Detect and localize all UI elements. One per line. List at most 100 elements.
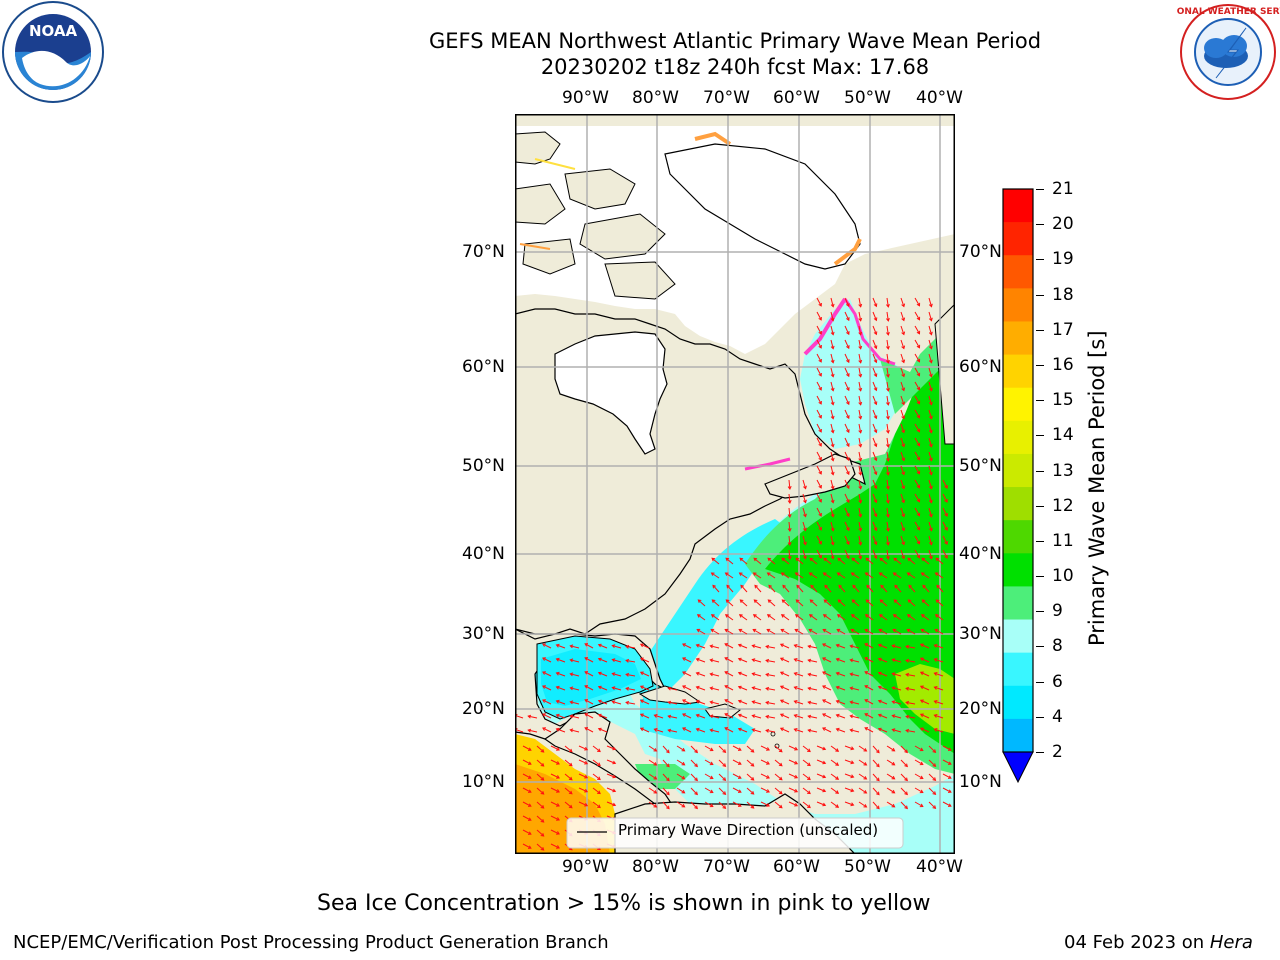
wave-direction-arrowhead: [919, 803, 924, 808]
wave-direction-arrow: [696, 644, 706, 649]
colorbar-tick-label: 8: [1052, 636, 1063, 657]
lon-label-top: 90°W: [562, 88, 609, 108]
wave-direction-arrowhead: [835, 776, 840, 780]
wave-direction-arrowhead: [864, 614, 869, 618]
wave-direction-arrowhead: [597, 762, 601, 767]
wave-direction-arrow: [556, 658, 566, 663]
wave-direction-arrow: [886, 325, 889, 335]
wave-direction-arrow: [914, 787, 924, 793]
wave-direction-arrowhead: [944, 554, 948, 559]
wave-direction-arrowhead: [625, 672, 630, 677]
wave-direction-arrowhead: [928, 303, 933, 308]
wave-direction-arrowhead: [934, 572, 939, 576]
wave-direction-arrowhead: [737, 775, 742, 779]
wave-direction-arrow: [711, 599, 720, 607]
wave-direction-arrow: [900, 339, 905, 349]
wave-direction-arrowhead: [653, 728, 658, 732]
wave-direction-arrow: [760, 773, 770, 779]
colorbar-tick-label: 21: [1052, 179, 1074, 199]
wave-direction-arrow: [556, 672, 566, 677]
wave-direction-arrow: [780, 699, 790, 705]
wave-direction-arrowhead: [892, 572, 897, 576]
wave-direction-arrowhead: [793, 644, 798, 648]
wave-direction-arrowhead: [886, 542, 890, 546]
wave-direction-arrow: [844, 507, 850, 517]
wave-direction-arrow: [900, 549, 905, 559]
wave-direction-arrow: [794, 629, 804, 635]
wave-direction-arrow: [837, 557, 846, 565]
wave-direction-arrowhead: [873, 485, 878, 490]
wave-direction-arrow: [570, 673, 580, 677]
wave-direction-arrowhead: [905, 644, 910, 649]
wave-direction-arrow: [724, 713, 734, 719]
wave-direction-arrow: [802, 549, 807, 559]
wave-direction-arrowhead: [779, 727, 784, 732]
wave-direction-arrowhead: [846, 541, 850, 546]
wave-direction-arrowhead: [905, 714, 910, 719]
wave-direction-arrowhead: [928, 555, 933, 560]
wave-direction-arrowhead: [809, 557, 814, 562]
wave-direction-arrow: [914, 451, 920, 461]
wave-direction-arrowhead: [836, 572, 841, 576]
colorbar-segment: [1003, 420, 1033, 455]
wave-direction-arrow: [914, 521, 920, 531]
wave-direction-arrow: [612, 673, 622, 677]
wave-direction-arrow: [935, 557, 944, 565]
wave-direction-arrowhead: [724, 614, 729, 618]
wave-direction-arrowhead: [527, 789, 532, 793]
wave-direction-arrowhead: [858, 541, 863, 546]
wave-direction-arrow: [816, 423, 822, 433]
wave-direction-arrow: [522, 829, 532, 835]
wave-direction-arrow: [928, 451, 932, 461]
wave-direction-arrowhead: [750, 777, 755, 781]
wave-direction-arrow: [851, 572, 860, 579]
wave-direction-arrowhead: [830, 555, 835, 560]
wave-direction-arrow: [816, 801, 826, 806]
wave-direction-arrowhead: [852, 584, 856, 589]
wave-direction-arrow: [886, 395, 889, 405]
wave-direction-arrowhead: [863, 748, 868, 752]
wave-direction-arrowhead: [886, 318, 890, 322]
wave-direction-arrowhead: [849, 644, 854, 649]
wave-direction-arrow: [746, 787, 755, 795]
wave-direction-arrow: [711, 572, 720, 579]
wave-direction-arrow: [732, 787, 742, 793]
wave-direction-arrowhead: [625, 686, 630, 691]
sea-ice-note: Sea Ice Concentration > 15% is shown in …: [317, 891, 931, 916]
wave-direction-arrowhead: [779, 699, 784, 704]
wave-direction-arrow: [640, 685, 650, 691]
wave-direction-arrow: [542, 713, 552, 719]
wave-direction-arrow: [858, 521, 862, 531]
wave-direction-arrow: [724, 643, 734, 649]
wave-direction-arrowhead: [711, 599, 716, 603]
wave-direction-arrowhead: [766, 747, 770, 751]
wave-direction-arrowhead: [795, 599, 800, 603]
wave-direction-arrow: [808, 629, 818, 635]
wave-direction-arrowhead: [710, 572, 715, 576]
wave-direction-arrow: [830, 521, 834, 531]
wave-direction-arrowhead: [822, 685, 826, 689]
wave-direction-arrowhead: [556, 761, 560, 765]
wave-direction-arrowhead: [891, 775, 896, 780]
wave-direction-arrowhead: [846, 457, 850, 462]
wave-direction-arrowhead: [779, 657, 784, 662]
wave-direction-arrowhead: [858, 443, 863, 448]
wave-direction-arrowhead: [818, 484, 822, 489]
wave-direction-arrowhead: [830, 345, 835, 350]
wave-direction-arrow: [696, 686, 706, 691]
wave-direction-arrowhead: [858, 303, 863, 308]
wave-direction-arrow: [886, 423, 889, 433]
wave-direction-arrow: [844, 325, 850, 335]
wave-direction-arrow: [852, 584, 860, 593]
wave-direction-arrow: [738, 714, 748, 719]
wave-direction-arrow: [682, 699, 692, 705]
wave-direction-arrowhead: [681, 789, 686, 794]
wave-direction-arrow: [850, 701, 860, 705]
wave-direction-arrowhead: [807, 748, 811, 753]
wave-direction-arrowhead: [766, 572, 771, 576]
wave-direction-arrowhead: [751, 714, 756, 719]
legend-label: Primary Wave Direction (unscaled): [618, 821, 879, 839]
wave-direction-arrow: [921, 572, 930, 579]
wave-direction-arrow: [822, 685, 832, 691]
wave-direction-arrow: [766, 715, 776, 719]
